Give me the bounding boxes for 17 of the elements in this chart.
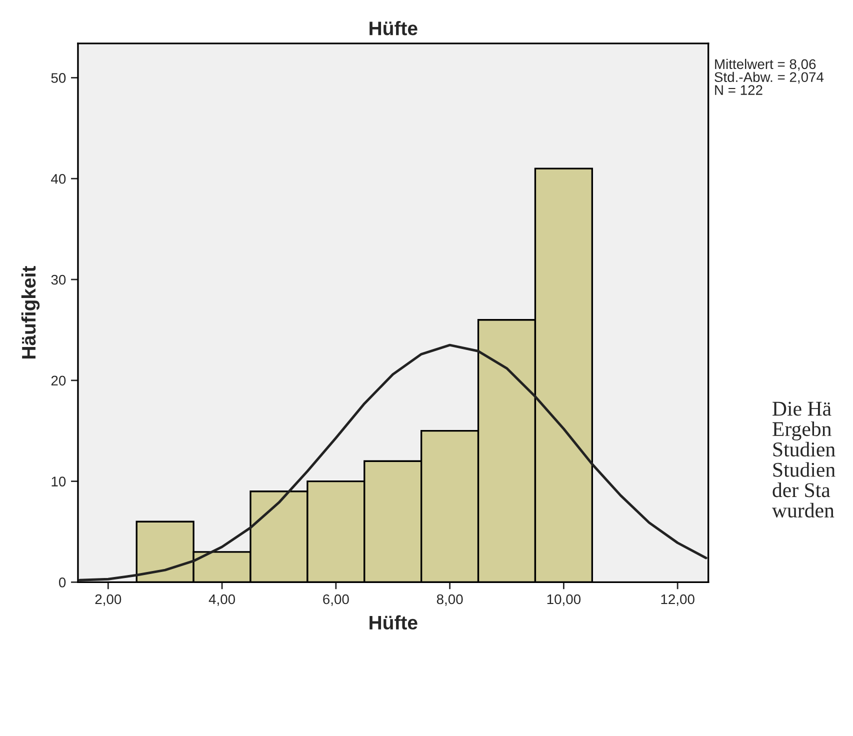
x-tick-label: 6,00 xyxy=(323,594,349,606)
y-tick-label: 20 xyxy=(51,376,66,386)
x-tick-label: 4,00 xyxy=(208,594,236,606)
x-tick-label: 12,00 xyxy=(661,594,694,606)
x-tick-label: 2,00 xyxy=(95,594,122,606)
x-tick-label: 10,00 xyxy=(547,594,581,606)
y-tick-label: 0 xyxy=(58,578,66,588)
y-tick-label: 50 xyxy=(51,73,66,83)
x-tick-label: 8,00 xyxy=(436,594,463,606)
y-tick-label: 30 xyxy=(51,274,66,285)
text: Mittelwert = 8,06 Std.-Abw. = 2,074 N = 122 xyxy=(714,58,824,95)
y-axis-title: Häufigkeit xyxy=(21,266,40,358)
y-tick-label: 40 xyxy=(51,174,66,184)
y-tick-label: 10 xyxy=(52,476,66,486)
x-axis-title: Hüfte xyxy=(370,615,418,630)
chart-title: Hüfte xyxy=(370,21,418,36)
text: Die Hä Ergebn Studien Studien der Sta wurden xyxy=(772,402,836,518)
